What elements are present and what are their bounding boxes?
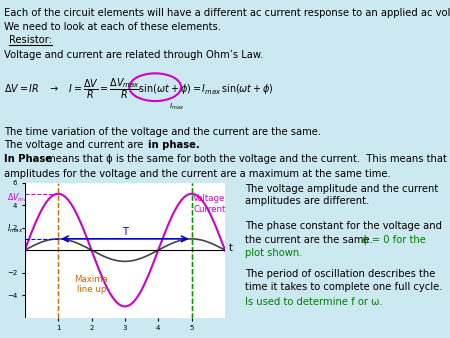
Text: time it takes to complete one full cycle.: time it takes to complete one full cycle… (245, 282, 443, 292)
Text: T: T (122, 226, 128, 237)
Text: The voltage and current are: The voltage and current are (4, 140, 147, 150)
Text: The period of oscillation describes the: The period of oscillation describes the (245, 269, 436, 279)
Text: $\Delta V = IR$   $\rightarrow$   $I = \dfrac{\Delta V}{R} = \dfrac{\Delta V_{ma: $\Delta V = IR$ $\rightarrow$ $I = \dfra… (4, 76, 274, 101)
Text: $I_{max}$: $I_{max}$ (7, 223, 23, 235)
Text: Voltage and current are related through Ohm’s Law.: Voltage and current are related through … (4, 50, 264, 60)
Text: The voltage amplitude and the current
amplitudes are different.: The voltage amplitude and the current am… (245, 184, 438, 206)
Text: We need to look at each of these elements.: We need to look at each of these element… (4, 22, 221, 32)
Text: line up: line up (77, 285, 106, 294)
Text: means that ϕ is the same for both the voltage and the current.  This means that : means that ϕ is the same for both the vo… (43, 154, 450, 165)
Text: the current are the same.: the current are the same. (245, 235, 376, 245)
Text: $\Delta V_{max}$: $\Delta V_{max}$ (7, 192, 32, 204)
Text: ϕ = 0 for the: ϕ = 0 for the (362, 235, 426, 245)
Text: Resistor:: Resistor: (9, 35, 52, 46)
Text: in phase.: in phase. (148, 140, 199, 150)
Text: Each of the circuit elements will have a different ac current response to an app: Each of the circuit elements will have a… (4, 8, 450, 19)
Text: amplitudes for the voltage and the current are a maximum at the same time.: amplitudes for the voltage and the curre… (4, 169, 391, 179)
Text: $I_{max}$: $I_{max}$ (169, 101, 184, 112)
Text: plot shown.: plot shown. (245, 248, 303, 259)
Text: Current: Current (194, 205, 225, 214)
Text: Voltage: Voltage (194, 194, 225, 203)
Text: Is used to determine f or ω.: Is used to determine f or ω. (245, 297, 383, 308)
Text: Maxima: Maxima (75, 275, 108, 284)
Text: In Phase: In Phase (4, 154, 53, 165)
Text: The time variation of the voltage and the current are the same.: The time variation of the voltage and th… (4, 127, 322, 138)
Text: t: t (228, 243, 232, 254)
Text: The phase constant for the voltage and: The phase constant for the voltage and (245, 221, 442, 232)
